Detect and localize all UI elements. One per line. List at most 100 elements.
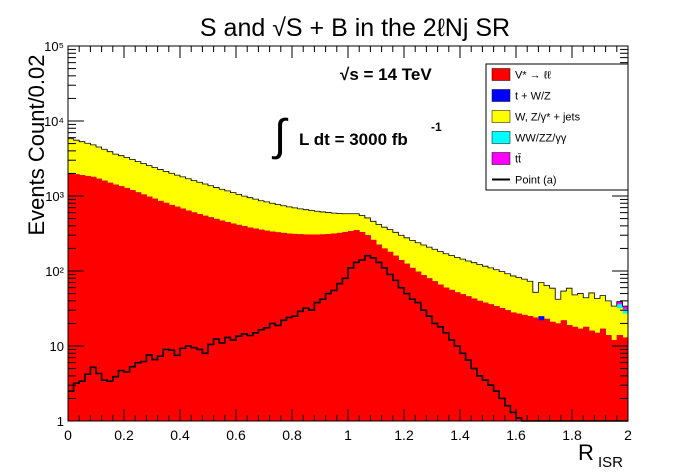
histogram-bar <box>308 234 315 421</box>
histogram-bar <box>370 239 377 421</box>
luminosity-annotation: L dt = 3000 fb <box>299 130 408 149</box>
legend-label: WW/ZZ/γγ <box>515 133 567 145</box>
stack-outline <box>67 138 628 421</box>
histogram-bar <box>264 230 270 421</box>
histogram-bar <box>588 330 595 421</box>
histogram-bar <box>118 186 125 421</box>
y-tick-label: 1 <box>57 414 64 429</box>
histogram-bar <box>616 335 623 421</box>
histogram-bar <box>208 217 214 421</box>
x-tick-label: 2 <box>624 427 632 443</box>
histogram-bar <box>196 214 203 421</box>
histogram-bar <box>101 180 108 421</box>
x-axis-label: R <box>578 440 594 465</box>
luminosity-superscript: -1 <box>431 120 442 134</box>
histogram-bar <box>499 308 506 421</box>
histogram-bar <box>157 200 164 421</box>
x-tick-label: 1.2 <box>394 427 414 443</box>
histogram-bar <box>404 263 410 421</box>
histogram-bar <box>454 292 461 421</box>
histogram-bar <box>538 320 545 421</box>
x-tick-label: 0.6 <box>226 427 246 443</box>
histogram-bar <box>471 298 478 421</box>
histogram-bar <box>460 294 466 421</box>
legend-label: t + W/Z <box>515 91 551 103</box>
histogram-bar <box>600 328 606 421</box>
histogram-bar <box>224 222 231 421</box>
histogram-bar <box>275 232 282 421</box>
x-tick-label: 1 <box>344 427 352 443</box>
legend-swatch <box>491 68 511 81</box>
x-tick-label: 1.8 <box>562 427 582 443</box>
x-axis-label-subscript: ISR <box>598 454 623 471</box>
histogram-bar <box>325 234 332 421</box>
y-tick-label: 10 <box>50 339 64 354</box>
histogram-bar <box>174 206 181 421</box>
histogram-bar <box>280 232 287 421</box>
x-tick-label: 1.4 <box>450 427 470 443</box>
legend-swatch <box>491 152 511 165</box>
histogram-bar <box>476 300 483 421</box>
histogram-bar <box>532 317 539 421</box>
histogram-bar <box>230 223 237 421</box>
histogram-bar <box>336 232 343 421</box>
histogram-bar <box>124 187 130 421</box>
histogram-bar <box>140 194 147 421</box>
histogram-bar <box>577 328 584 421</box>
histogram-bar <box>129 190 136 421</box>
histogram-bar <box>331 233 338 421</box>
legend-label: Point (a) <box>515 175 557 187</box>
histogram-bar <box>482 302 489 421</box>
series-v <box>68 173 629 421</box>
energy-annotation: √s = 14 TeV <box>340 65 432 84</box>
y-tick-label: 10⁴ <box>44 114 64 129</box>
histogram-bar <box>566 325 573 421</box>
y-tick-label: 10³ <box>45 189 64 204</box>
histogram-bar <box>465 296 472 421</box>
histogram-bar <box>90 176 97 421</box>
histogram-bar <box>516 313 522 421</box>
histogram-bar <box>96 178 102 421</box>
legend-swatch <box>491 131 511 144</box>
histogram-bar <box>252 228 259 421</box>
legend-label: V* → ℓℓ <box>515 70 551 82</box>
histogram-bar <box>493 306 500 421</box>
histogram-bar <box>73 174 80 421</box>
histogram-bar <box>544 318 550 421</box>
legend-label: tt̄ <box>515 153 521 165</box>
histogram-bar <box>555 323 562 421</box>
histogram-bar <box>247 227 254 421</box>
histogram-bar <box>297 234 304 421</box>
plot-area: 0 0.2 0.4 0.6 0.8 1 1.2 1.4 1.6 1.8 2 1 10 10² 10³ 10⁴ 1… <box>44 39 632 443</box>
histogram-bar <box>180 208 186 421</box>
histogram-bar <box>521 314 528 421</box>
histogram-bar <box>387 251 394 421</box>
histogram-bar <box>594 332 601 421</box>
histogram-bar <box>152 198 158 421</box>
histogram-bar <box>146 196 153 421</box>
chart-title: S and √S + B in the 2ℓNj SR <box>200 14 510 42</box>
histogram-bar <box>353 230 360 421</box>
histogram-bar <box>258 229 265 421</box>
legend-box <box>485 63 629 191</box>
histogram-bar <box>202 215 209 421</box>
histogram-bar <box>510 312 517 421</box>
histogram-bar <box>68 173 74 421</box>
histogram-bar <box>286 233 293 421</box>
x-tick-label: 0 <box>64 427 72 443</box>
histogram-bar <box>376 244 382 421</box>
y-tick-label: 10² <box>45 264 64 279</box>
histogram-bar <box>426 278 433 421</box>
histogram-bar <box>236 224 242 421</box>
histogram-bar <box>572 326 578 421</box>
histogram-bar <box>348 231 354 421</box>
histogram-bar <box>269 231 276 421</box>
luminosity-integral-sign: ∫ <box>271 111 289 160</box>
histogram-bar <box>504 310 511 421</box>
x-tick-label: 0.8 <box>282 427 302 443</box>
histogram-bar <box>359 232 366 421</box>
histogram-bar <box>342 232 349 421</box>
legend-swatch <box>491 110 511 123</box>
histogram-bar <box>79 175 86 421</box>
